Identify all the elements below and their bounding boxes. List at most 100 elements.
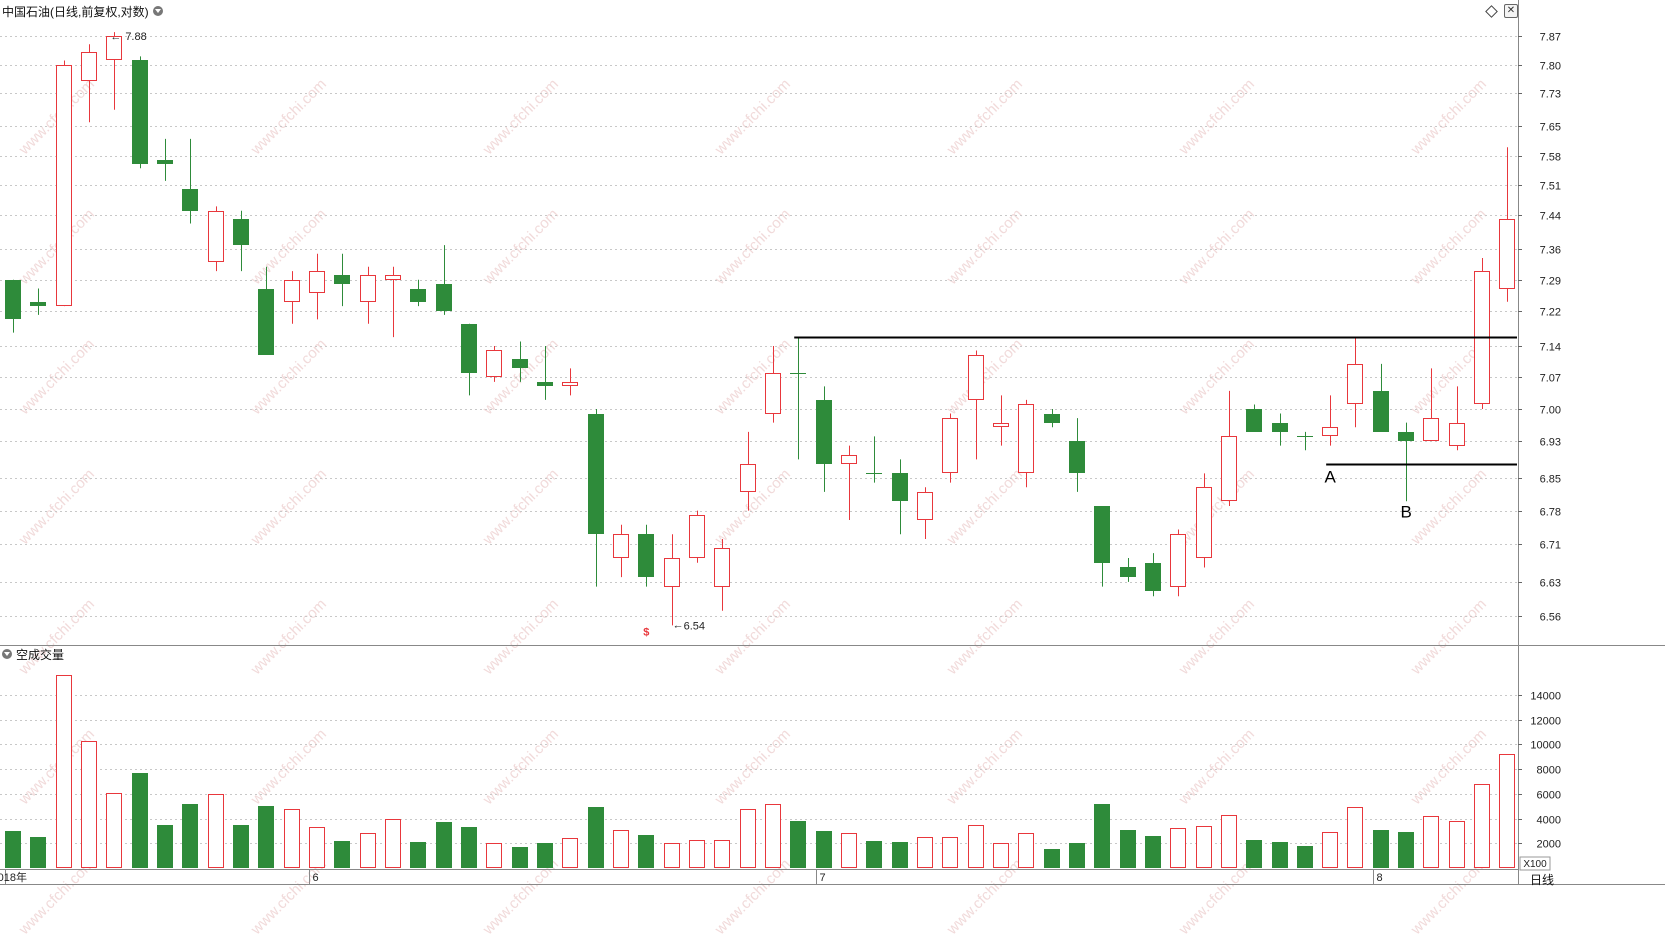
- price-tick-label: 7.36: [1540, 245, 1561, 257]
- volume-bar: [714, 840, 730, 868]
- volume-tick-label: 4000: [1537, 815, 1561, 827]
- volume-bar: [638, 835, 654, 868]
- volume-bar: [258, 806, 274, 868]
- watermark-text: www.cfchi.com: [1175, 76, 1258, 159]
- candle-body: [740, 464, 756, 492]
- volume-bar: [56, 675, 72, 868]
- candle-body: [106, 36, 122, 60]
- volume-bar: [664, 843, 680, 868]
- watermark-text: www.cfchi.com: [711, 726, 794, 809]
- chart-title: 中国石油(日线,前复权,对数): [2, 4, 149, 19]
- volume-bar: [1044, 849, 1060, 868]
- volume-tick-label: 12000: [1530, 716, 1561, 728]
- watermark-text: www.cfchi.com: [15, 596, 98, 679]
- volume-bar: [866, 841, 882, 868]
- volume-bar: [1069, 843, 1085, 868]
- volume-bar: [1347, 807, 1363, 868]
- volume-tick-label: 2000: [1537, 839, 1561, 851]
- candle-body: [1398, 432, 1414, 441]
- volume-bar: [841, 833, 857, 868]
- watermark-text: www.cfchi.com: [479, 856, 562, 939]
- volume-bar: [1449, 821, 1465, 868]
- volume-unit-box: [1519, 856, 1551, 871]
- candle-body: [360, 275, 376, 302]
- volume-bar: [132, 773, 148, 868]
- price-tick-label: 7.73: [1540, 89, 1561, 101]
- price-tick-label: 6.85: [1540, 474, 1561, 486]
- period-label[interactable]: 日线: [1530, 873, 1555, 887]
- watermark-text: www.cfchi.com: [479, 206, 562, 289]
- price-tick-label: 7.87: [1540, 32, 1561, 44]
- volume-bar: [486, 843, 502, 868]
- candle-body: [537, 382, 553, 386]
- volume-bar: [917, 837, 933, 868]
- x-axis-label: 7: [820, 872, 826, 884]
- candle-body: [689, 515, 705, 558]
- volume-bar: [410, 842, 426, 868]
- watermark-text: www.cfchi.com: [479, 596, 562, 679]
- candle-body: [486, 350, 502, 377]
- volume-bar: [233, 825, 249, 868]
- x-axis-label: 2018年: [0, 870, 27, 884]
- volume-bar: [1297, 846, 1313, 868]
- candle-body: [410, 289, 426, 302]
- chevron-down-circle-icon[interactable]: [2, 649, 12, 659]
- watermark-text: www.cfchi.com: [943, 856, 1026, 939]
- candle-body: [841, 455, 857, 464]
- volume-bar: [816, 831, 832, 868]
- point-a-label: A: [1324, 468, 1336, 487]
- candle-body: [1373, 391, 1389, 432]
- volume-bar: [613, 830, 629, 868]
- watermark-text: www.cfchi.com: [943, 76, 1026, 159]
- price-tick-label: 7.00: [1540, 405, 1561, 417]
- candle-body: [816, 400, 832, 464]
- low-price-arrow: ←: [673, 619, 684, 631]
- low-price-label: 6.54: [684, 620, 705, 632]
- volume-bar: [360, 833, 376, 868]
- candle-body: [613, 534, 629, 558]
- watermark-text: www.cfchi.com: [1175, 596, 1258, 679]
- chevron-down-circle-icon[interactable]: [152, 6, 163, 16]
- watermark-text: www.cfchi.com: [1407, 76, 1490, 159]
- volume-bar: [765, 804, 781, 868]
- candle-body: [1221, 436, 1237, 501]
- volume-bar: [208, 794, 224, 868]
- volume-bar: [81, 741, 97, 868]
- candle-body: [892, 473, 908, 501]
- volume-bar: [157, 825, 173, 868]
- candle-body: [284, 280, 300, 302]
- candle-body: [1423, 418, 1439, 441]
- candle-body: [1145, 563, 1161, 591]
- candle-body: [993, 423, 1009, 427]
- volume-unit-label: X100: [1523, 859, 1547, 870]
- volume-bar: [942, 837, 958, 868]
- candle-body: [56, 65, 72, 306]
- watermark-text: www.cfchi.com: [15, 856, 98, 939]
- price-tick-label: 6.78: [1540, 507, 1561, 519]
- volume-bar: [968, 825, 984, 868]
- candle-body: [1170, 534, 1186, 587]
- watermark-text: www.cfchi.com: [1407, 856, 1490, 939]
- price-tick-label: 7.22: [1540, 307, 1561, 319]
- volume-bar: [1322, 832, 1338, 868]
- volume-bar: [334, 841, 350, 868]
- x-axis-label: 6: [313, 872, 319, 884]
- volume-bar: [1272, 842, 1288, 868]
- candle-body: [81, 52, 97, 81]
- watermark-text: www.cfchi.com: [1175, 856, 1258, 939]
- close-icon[interactable]: ✕: [1504, 4, 1518, 18]
- volume-bar: [1094, 804, 1110, 868]
- candle-body: [157, 160, 173, 164]
- volume-title-bar[interactable]: 空成交量: [2, 646, 64, 662]
- chart-title-bar[interactable]: 中国石油(日线,前复权,对数): [2, 3, 163, 19]
- candle-body: [132, 60, 148, 164]
- watermark-text: www.cfchi.com: [943, 206, 1026, 289]
- volume-bar: [1499, 754, 1515, 868]
- volume-bar: [30, 837, 46, 868]
- volume-bar: [1145, 836, 1161, 868]
- watermark-text: www.cfchi.com: [247, 466, 330, 549]
- price-tick-label: 7.58: [1540, 152, 1561, 164]
- volume-title: 空成交量: [16, 647, 65, 662]
- watermark-text: www.cfchi.com: [1407, 596, 1490, 679]
